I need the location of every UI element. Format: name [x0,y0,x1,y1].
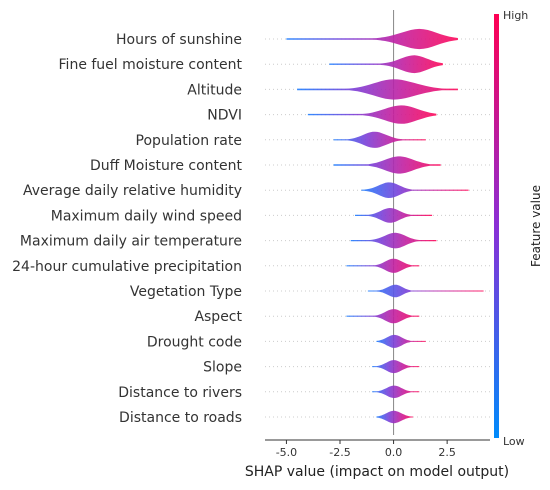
x-tick-label: -5.0 [276,446,297,459]
violin-shape [286,28,458,50]
feature-label: Fine fuel moisture content [59,57,243,73]
violin-shape [346,258,420,273]
feature-label: Drought code [147,334,242,350]
violin-shape [355,208,433,223]
feature-label: 24-hour cumulative precipitation [12,259,242,275]
x-axis: -5.0 -2.5 0.0 2.5 [265,439,490,459]
violin-shape [361,182,469,198]
colorbar: High Low Feature value [494,9,543,448]
feature-label: Average daily relative humidity [23,183,242,199]
feature-label: NDVI [207,108,242,124]
violin-shape [376,410,413,424]
feature-rows: Hours of sunshine Fine fuel moisture cont… [12,10,490,435]
feature-label: Duff Moisture content [90,158,243,174]
violin-shape [376,334,426,348]
violin-shape [372,385,420,398]
colorbar-high-label: High [503,9,528,22]
violin-shape [297,79,458,100]
violin-shape [350,232,437,249]
violin-shape [333,156,441,174]
colorbar-title: Feature value [529,185,543,267]
feature-label: Hours of sunshine [116,32,242,48]
colorbar-gradient [494,14,499,438]
feature-label: Aspect [194,309,242,325]
x-tick-label: 2.5 [438,446,456,459]
violin-shape [372,360,420,374]
violin-shape [346,309,420,324]
feature-label: Altitude [187,82,242,98]
feature-label: Population rate [136,133,242,149]
feature-label: Maximum daily air temperature [20,234,242,250]
x-tick-label: 0.0 [385,446,403,459]
x-axis-label: SHAP value (impact on model output) [245,464,509,480]
feature-label: Maximum daily wind speed [51,208,242,224]
violin-shape [329,55,443,74]
x-tick-label: -2.5 [329,446,350,459]
violin-shape [367,284,484,298]
colorbar-low-label: Low [503,435,525,448]
violin-shape [333,131,426,148]
feature-label: Distance to rivers [118,385,242,401]
feature-label: Slope [203,360,242,376]
feature-label: Distance to roads [119,410,242,426]
feature-label: Vegetation Type [130,284,242,300]
violin-shape [307,105,437,124]
